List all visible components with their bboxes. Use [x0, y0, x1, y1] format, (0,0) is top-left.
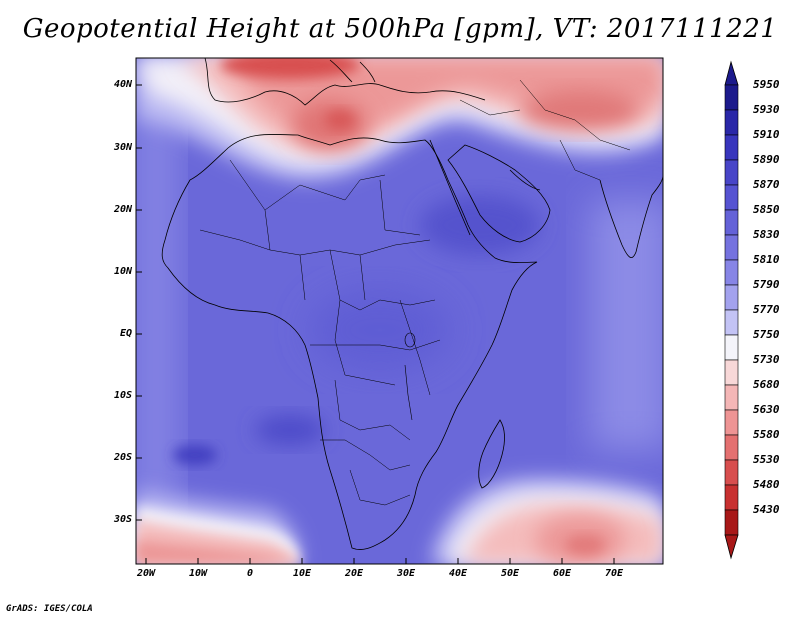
colorbar-segment — [724, 259, 739, 286]
colorbar-label: 5910 — [753, 128, 780, 141]
colorbar-label: 5790 — [753, 278, 780, 291]
colorbar-segment — [724, 159, 739, 186]
colorbar — [724, 60, 739, 560]
coastlines — [161, 58, 663, 550]
x-label-20e: 20E — [344, 568, 364, 579]
y-label-30n: 30N — [113, 142, 132, 153]
colorbar-segment — [724, 84, 739, 111]
colorbar-segment — [724, 434, 739, 461]
colorbar-label: 5730 — [753, 353, 780, 366]
map-frame — [135, 57, 664, 565]
colorbar-label: 5890 — [753, 153, 780, 166]
colorbar-top-arrow — [724, 60, 739, 86]
colorbar-segment — [724, 209, 739, 236]
y-label-40n: 40N — [113, 79, 132, 90]
y-label-30s: 30S — [113, 514, 132, 525]
x-label-50e: 50E — [500, 568, 520, 579]
colorbar-segment — [724, 409, 739, 436]
colorbar-label: 5430 — [753, 503, 780, 516]
colorbar-segment — [724, 234, 739, 261]
country-borders — [199, 79, 631, 506]
credit-text: GrADS: IGES/COLA — [6, 604, 93, 614]
axis-ticks — [136, 84, 615, 564]
colorbar-label: 5930 — [753, 103, 780, 116]
x-label-0: 0 — [246, 568, 254, 579]
colorbar-segment — [724, 459, 739, 486]
y-label-10n: 10N — [113, 266, 132, 277]
colorbar-segment — [724, 134, 739, 161]
colorbar-segment — [724, 384, 739, 411]
y-label-20s: 20S — [113, 452, 132, 463]
colorbar-bottom-arrow — [724, 534, 739, 560]
shaded-field — [136, 58, 663, 564]
colorbar-label: 5630 — [753, 403, 780, 416]
colorbar-segment — [724, 184, 739, 211]
x-label-20w: 20W — [136, 568, 156, 579]
colorbar-label: 5480 — [753, 478, 780, 491]
colorbar-label: 5810 — [753, 253, 780, 266]
colorbar-label: 5750 — [753, 328, 780, 341]
x-label-10w: 10W — [188, 568, 208, 579]
colorbar-label: 5580 — [753, 428, 780, 441]
colorbar-label: 5680 — [753, 378, 780, 391]
colorbar-label: 5850 — [753, 203, 780, 216]
x-label-70e: 70E — [604, 568, 624, 579]
colorbar-segment — [724, 334, 739, 361]
colorbar-label: 5830 — [753, 228, 780, 241]
colorbar-segment — [724, 509, 739, 536]
x-label-40e: 40E — [448, 568, 468, 579]
map-title: Geopotential Height at 500hPa [gpm], VT:… — [22, 14, 778, 44]
colorbar-segment — [724, 109, 739, 136]
x-label-60e: 60E — [552, 568, 572, 579]
y-label-eq: EQ — [119, 328, 132, 339]
colorbar-label: 5870 — [753, 178, 780, 191]
colorbar-label: 5530 — [753, 453, 780, 466]
colorbar-segment — [724, 484, 739, 511]
x-label-10e: 10E — [292, 568, 312, 579]
colorbar-segment — [724, 284, 739, 311]
colorbar-label: 5950 — [753, 78, 780, 91]
y-label-10s: 10S — [113, 390, 132, 401]
y-label-20n: 20N — [113, 204, 132, 215]
colorbar-segment — [724, 309, 739, 336]
colorbar-segment — [724, 359, 739, 386]
x-label-30e: 30E — [396, 568, 416, 579]
colorbar-label: 5770 — [753, 303, 780, 316]
